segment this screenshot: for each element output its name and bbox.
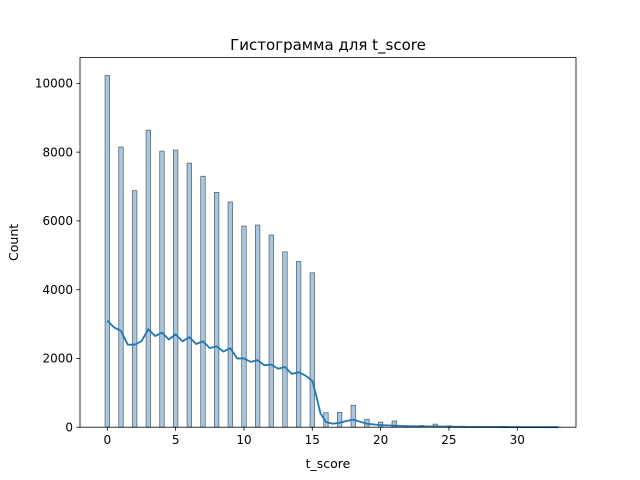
x-tick-label: 10 xyxy=(236,433,251,447)
x-tick-label: 25 xyxy=(441,433,456,447)
histogram-bar xyxy=(255,224,261,428)
histogram-bar xyxy=(268,234,274,428)
x-tick-label: 0 xyxy=(104,433,112,447)
chart-title: Гистограмма для t_score xyxy=(230,36,426,55)
histogram-bar xyxy=(309,272,315,428)
y-tick-label: 10000 xyxy=(35,77,73,91)
histogram-bar xyxy=(214,192,220,428)
histogram-bar xyxy=(132,190,138,428)
histogram-bar xyxy=(296,261,302,428)
x-tick-label: 20 xyxy=(373,433,388,447)
y-tick-label: 4000 xyxy=(42,283,73,297)
histogram-bar xyxy=(282,251,288,428)
y-tick-label: 8000 xyxy=(42,145,73,159)
y-tick-label: 0 xyxy=(65,421,73,435)
histogram-bar xyxy=(145,129,151,428)
histogram-bar xyxy=(118,146,124,428)
axes-frame xyxy=(79,57,577,428)
x-axis-label: t_score xyxy=(306,456,351,471)
histogram-bar xyxy=(227,201,233,428)
histogram-bar xyxy=(241,225,247,428)
x-tick-label: 30 xyxy=(510,433,525,447)
histogram-bar xyxy=(159,150,165,428)
y-tick-label: 6000 xyxy=(42,214,73,228)
kde-curve xyxy=(106,319,559,429)
histogram-bar xyxy=(350,404,356,428)
x-axis-ticks: 0 5 10 15 20 25 30 xyxy=(104,427,525,447)
histogram-bar xyxy=(200,175,206,428)
histogram-bar xyxy=(173,149,179,428)
histogram-bar xyxy=(104,75,110,428)
y-axis-label: Count xyxy=(6,224,21,261)
y-axis-ticks: 0 2000 4000 6000 8000 10000 xyxy=(35,77,80,435)
x-tick-label: 15 xyxy=(305,433,320,447)
histogram-bar xyxy=(337,412,343,428)
histogram-bar xyxy=(186,162,192,428)
x-tick-label: 5 xyxy=(172,433,180,447)
y-tick-label: 2000 xyxy=(42,352,73,366)
